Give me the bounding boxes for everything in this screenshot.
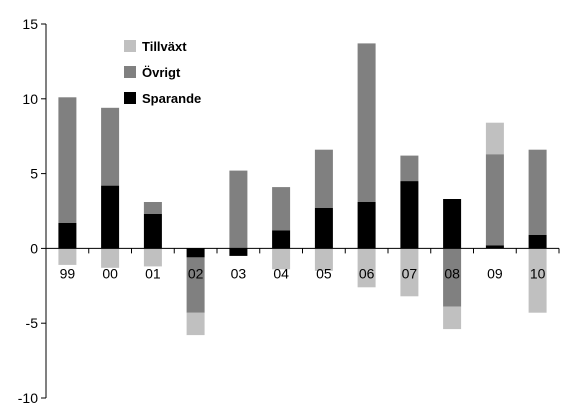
bars-layer bbox=[58, 43, 547, 336]
bar--vrigt-99 bbox=[58, 97, 77, 223]
bar-sparande-02 bbox=[186, 248, 205, 258]
legend-label: Sparande bbox=[142, 91, 201, 106]
legend-swatch bbox=[124, 92, 136, 104]
bar--vrigt-10 bbox=[528, 149, 547, 235]
y-tick-label: 10 bbox=[22, 91, 38, 107]
bar--vrigt-01 bbox=[143, 202, 162, 214]
bar-tillv-xt-01 bbox=[143, 248, 162, 267]
bar--vrigt-03 bbox=[229, 170, 248, 249]
bar--vrigt-06 bbox=[357, 43, 376, 203]
x-tick-label: 99 bbox=[60, 265, 76, 281]
bar-tillv-xt-05 bbox=[314, 248, 333, 271]
bar-tillv-xt-09 bbox=[485, 122, 504, 155]
legend-label: Tillväxt bbox=[142, 39, 187, 54]
bar--vrigt-04 bbox=[272, 187, 291, 231]
bar-tillv-xt-06 bbox=[357, 248, 376, 288]
x-tick-label: 05 bbox=[316, 265, 332, 281]
bar-sparande-99 bbox=[58, 223, 77, 249]
bar--vrigt-09 bbox=[485, 154, 504, 246]
bar-tillv-xt-00 bbox=[101, 248, 120, 268]
x-tick-label: 04 bbox=[273, 265, 289, 281]
bar--vrigt-08 bbox=[443, 248, 462, 307]
bar-tillv-xt-07 bbox=[400, 248, 419, 297]
bar-sparande-04 bbox=[272, 230, 291, 249]
bar-sparande-01 bbox=[143, 214, 162, 249]
bar-tillv-xt-99 bbox=[58, 248, 77, 265]
x-tick-label: 00 bbox=[102, 265, 118, 281]
bar--vrigt-02 bbox=[186, 257, 205, 313]
bar-sparande-07 bbox=[400, 181, 419, 249]
bar-sparande-00 bbox=[101, 185, 120, 249]
x-tick-label: 03 bbox=[231, 265, 247, 281]
y-tick-label: 0 bbox=[30, 240, 38, 256]
legend-label: Övrigt bbox=[142, 65, 181, 80]
x-tick-label: 10 bbox=[530, 265, 546, 281]
bar-tillv-xt-08 bbox=[443, 306, 462, 330]
x-tick-label: 09 bbox=[487, 265, 503, 281]
legend-swatch bbox=[124, 40, 136, 52]
y-tick-label: -5 bbox=[26, 315, 39, 331]
x-tick-label: 02 bbox=[188, 265, 204, 281]
legend-swatch bbox=[124, 66, 136, 78]
axes-layer: 15 10 5 0 -5 -10 99 00 01 02 03 04 05 06 07 08 09 10 bbox=[18, 16, 560, 406]
bar--vrigt-05 bbox=[314, 149, 333, 208]
bar-tillv-xt-02 bbox=[186, 312, 205, 336]
bar--vrigt-00 bbox=[101, 107, 120, 186]
y-tick-label: -10 bbox=[18, 390, 38, 406]
bar-tillv-xt-04 bbox=[272, 248, 291, 270]
x-tick-label: 01 bbox=[145, 265, 161, 281]
x-tick-label: 07 bbox=[402, 265, 418, 281]
legend: Tillväxt Övrigt Sparande bbox=[124, 39, 201, 106]
y-tick-label: 5 bbox=[30, 166, 38, 182]
bar-sparande-06 bbox=[357, 202, 376, 249]
bar--vrigt-07 bbox=[400, 155, 419, 181]
bar-sparande-09 bbox=[485, 245, 504, 249]
bar-sparande-03 bbox=[229, 248, 248, 256]
bar-sparande-10 bbox=[528, 234, 547, 249]
bar-sparande-05 bbox=[314, 208, 333, 249]
x-tick-label: 08 bbox=[444, 265, 460, 281]
bar-tillv-xt-10 bbox=[528, 248, 547, 313]
bar-sparande-08 bbox=[443, 199, 462, 249]
x-tick-label: 06 bbox=[359, 265, 375, 281]
y-tick-label: 15 bbox=[22, 16, 38, 32]
